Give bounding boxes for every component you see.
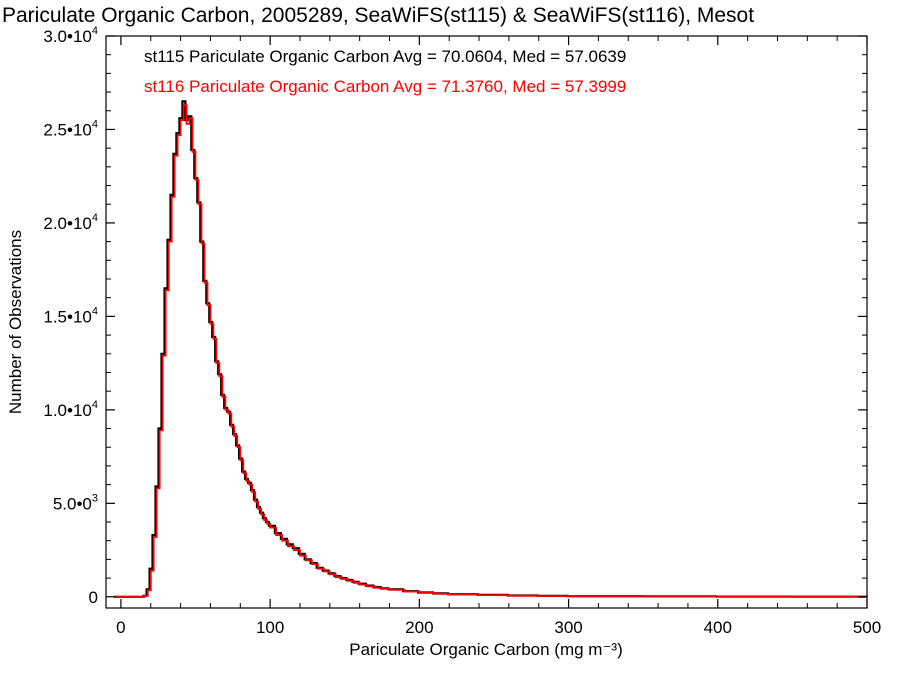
y-tick-label: 2.0•104 [43, 212, 98, 233]
x-axis-title: Pariculate Organic Carbon (mg m⁻³) [349, 640, 623, 659]
x-tick-label: 0 [116, 618, 125, 637]
x-tick-label: 300 [554, 618, 582, 637]
plot-frame [105, 35, 868, 609]
chart-title: Pariculate Organic Carbon, 2005289, SeaW… [2, 4, 754, 27]
y-tick-label: 2.5•104 [43, 118, 98, 139]
y-tick-label: 5.0•03 [53, 492, 98, 513]
y-tick-label: 1.0•104 [43, 399, 98, 420]
annotation-st116: st116 Pariculate Organic Carbon Avg = 71… [144, 77, 626, 96]
y-tick-label: 3.0•104 [43, 25, 98, 46]
y-tick-label: 0 [89, 588, 98, 607]
x-tick-label: 200 [405, 618, 433, 637]
y-axis-title: Number of Observations [6, 230, 25, 414]
series-line-st116 [115, 104, 868, 598]
series-layer [113, 100, 868, 598]
annotation-st115: st115 Pariculate Organic Carbon Avg = 70… [144, 47, 626, 66]
y-tick-label: 1.5•104 [43, 305, 98, 326]
x-tick-label: 100 [256, 618, 284, 637]
x-tick-label: 400 [704, 618, 732, 637]
x-tick-label: 500 [853, 618, 881, 637]
tick-layer: 0 100 200 300 400 500 0 5.0•03 1.0•104 1.5•104 2.0… [43, 25, 881, 637]
series-line-st115 [113, 100, 867, 598]
